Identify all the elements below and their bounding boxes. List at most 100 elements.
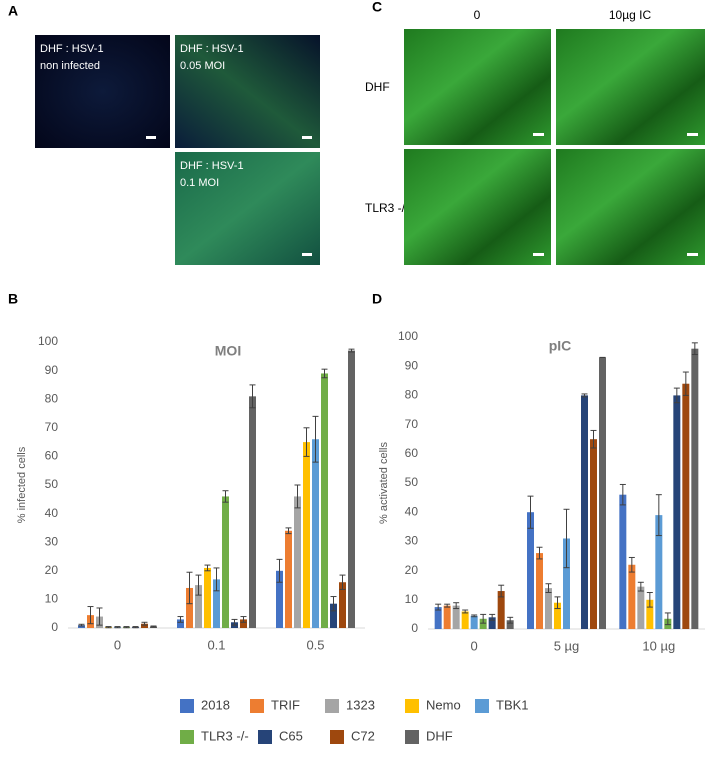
bar <box>655 515 663 629</box>
error-bar <box>444 603 451 608</box>
error-bar <box>682 371 689 396</box>
error-bar <box>321 368 328 379</box>
error-bar <box>114 626 121 629</box>
bar <box>452 605 460 629</box>
bar <box>691 348 699 629</box>
y-tick-label: 100 <box>398 329 418 343</box>
error-bar <box>204 564 211 572</box>
error-bar <box>489 613 496 621</box>
y-tick-label: 20 <box>45 563 59 577</box>
bar <box>461 611 469 629</box>
bar <box>303 442 310 628</box>
error-bar <box>480 613 487 624</box>
x-tick-label: 0 <box>471 638 478 653</box>
bar <box>470 615 478 629</box>
error-bar <box>186 571 193 605</box>
bar <box>348 350 355 628</box>
chart-title: MOI <box>215 343 241 359</box>
column-label: 10µg IC <box>609 8 652 22</box>
bar <box>213 579 220 628</box>
micrograph <box>556 149 705 265</box>
x-tick-label: 10 µg <box>642 638 675 653</box>
error-bar <box>590 429 597 449</box>
bar <box>599 357 606 629</box>
y-tick-label: 40 <box>45 506 59 520</box>
bar <box>434 607 442 629</box>
y-tick-label: 50 <box>45 477 59 491</box>
column-label: 0 <box>474 8 481 22</box>
error-bar <box>195 574 202 596</box>
image-label: DHF : HSV-1 <box>40 43 104 55</box>
error-bar <box>249 384 256 409</box>
panel-label: B <box>8 291 18 307</box>
image-label: DHF : HSV-1 <box>180 160 244 172</box>
error-bar <box>628 556 635 573</box>
legend-label: TLR3 -/- <box>201 728 249 743</box>
x-tick-label: 5 µg <box>554 638 580 653</box>
legend-swatch <box>180 699 194 713</box>
bar <box>619 494 627 629</box>
error-bar <box>554 596 561 610</box>
bar <box>240 619 247 628</box>
bar <box>506 620 514 629</box>
legend-label: C72 <box>351 728 375 743</box>
x-tick-label: 0.1 <box>207 637 225 652</box>
bar <box>294 496 301 628</box>
bar <box>321 373 328 628</box>
micrograph <box>175 35 320 148</box>
error-bar <box>132 626 139 629</box>
chart-title: pIC <box>549 338 572 354</box>
error-bar <box>240 616 247 623</box>
legend-label: DHF <box>426 728 453 743</box>
error-bar <box>330 596 337 612</box>
y-tick-label: 50 <box>405 475 419 489</box>
legend-swatch <box>405 730 419 744</box>
bar <box>581 395 588 629</box>
bar <box>479 618 487 629</box>
y-tick-label: 70 <box>405 417 419 431</box>
error-bar <box>177 616 184 623</box>
legend-label: TRIF <box>271 697 300 712</box>
y-tick-label: 0 <box>51 620 58 634</box>
error-bar <box>348 348 355 353</box>
y-tick-label: 20 <box>405 563 419 577</box>
row-label: TLR3 -/- <box>365 201 409 215</box>
y-tick-label: 0 <box>411 621 418 635</box>
error-bar <box>453 602 460 610</box>
error-bar <box>312 415 319 463</box>
micrograph <box>404 149 551 265</box>
error-bar <box>673 387 680 404</box>
x-tick-label: 0.5 <box>306 637 324 652</box>
bar <box>637 586 645 629</box>
panel-label: C <box>372 0 382 15</box>
y-tick-label: 100 <box>38 334 58 348</box>
legend-swatch <box>180 730 194 744</box>
error-bar <box>536 546 543 560</box>
error-bar <box>462 609 469 614</box>
scale-bar <box>687 133 698 136</box>
y-tick-label: 40 <box>405 504 419 518</box>
image-label: non infected <box>40 60 100 72</box>
error-bar <box>498 584 505 598</box>
image-label: 0.1 MOI <box>180 177 219 189</box>
row-label: DHF <box>365 80 390 94</box>
error-bar <box>78 623 85 627</box>
image-label: DHF : HSV-1 <box>180 43 244 55</box>
bar <box>673 395 681 629</box>
legend-swatch <box>475 699 489 713</box>
error-bar <box>646 592 653 608</box>
legend-label: TBK1 <box>496 697 529 712</box>
micrograph <box>175 152 320 265</box>
bar <box>204 567 211 628</box>
scale-bar <box>302 253 312 256</box>
error-bar <box>123 626 130 629</box>
error-bar <box>691 342 698 356</box>
scale-bar <box>533 133 544 136</box>
error-bar <box>150 625 157 628</box>
error-bar <box>435 603 442 611</box>
y-tick-label: 80 <box>405 388 419 402</box>
error-bar <box>231 618 238 626</box>
y-axis-label: % activated cells <box>378 442 390 524</box>
error-bar <box>655 494 662 537</box>
error-bar <box>637 581 644 592</box>
